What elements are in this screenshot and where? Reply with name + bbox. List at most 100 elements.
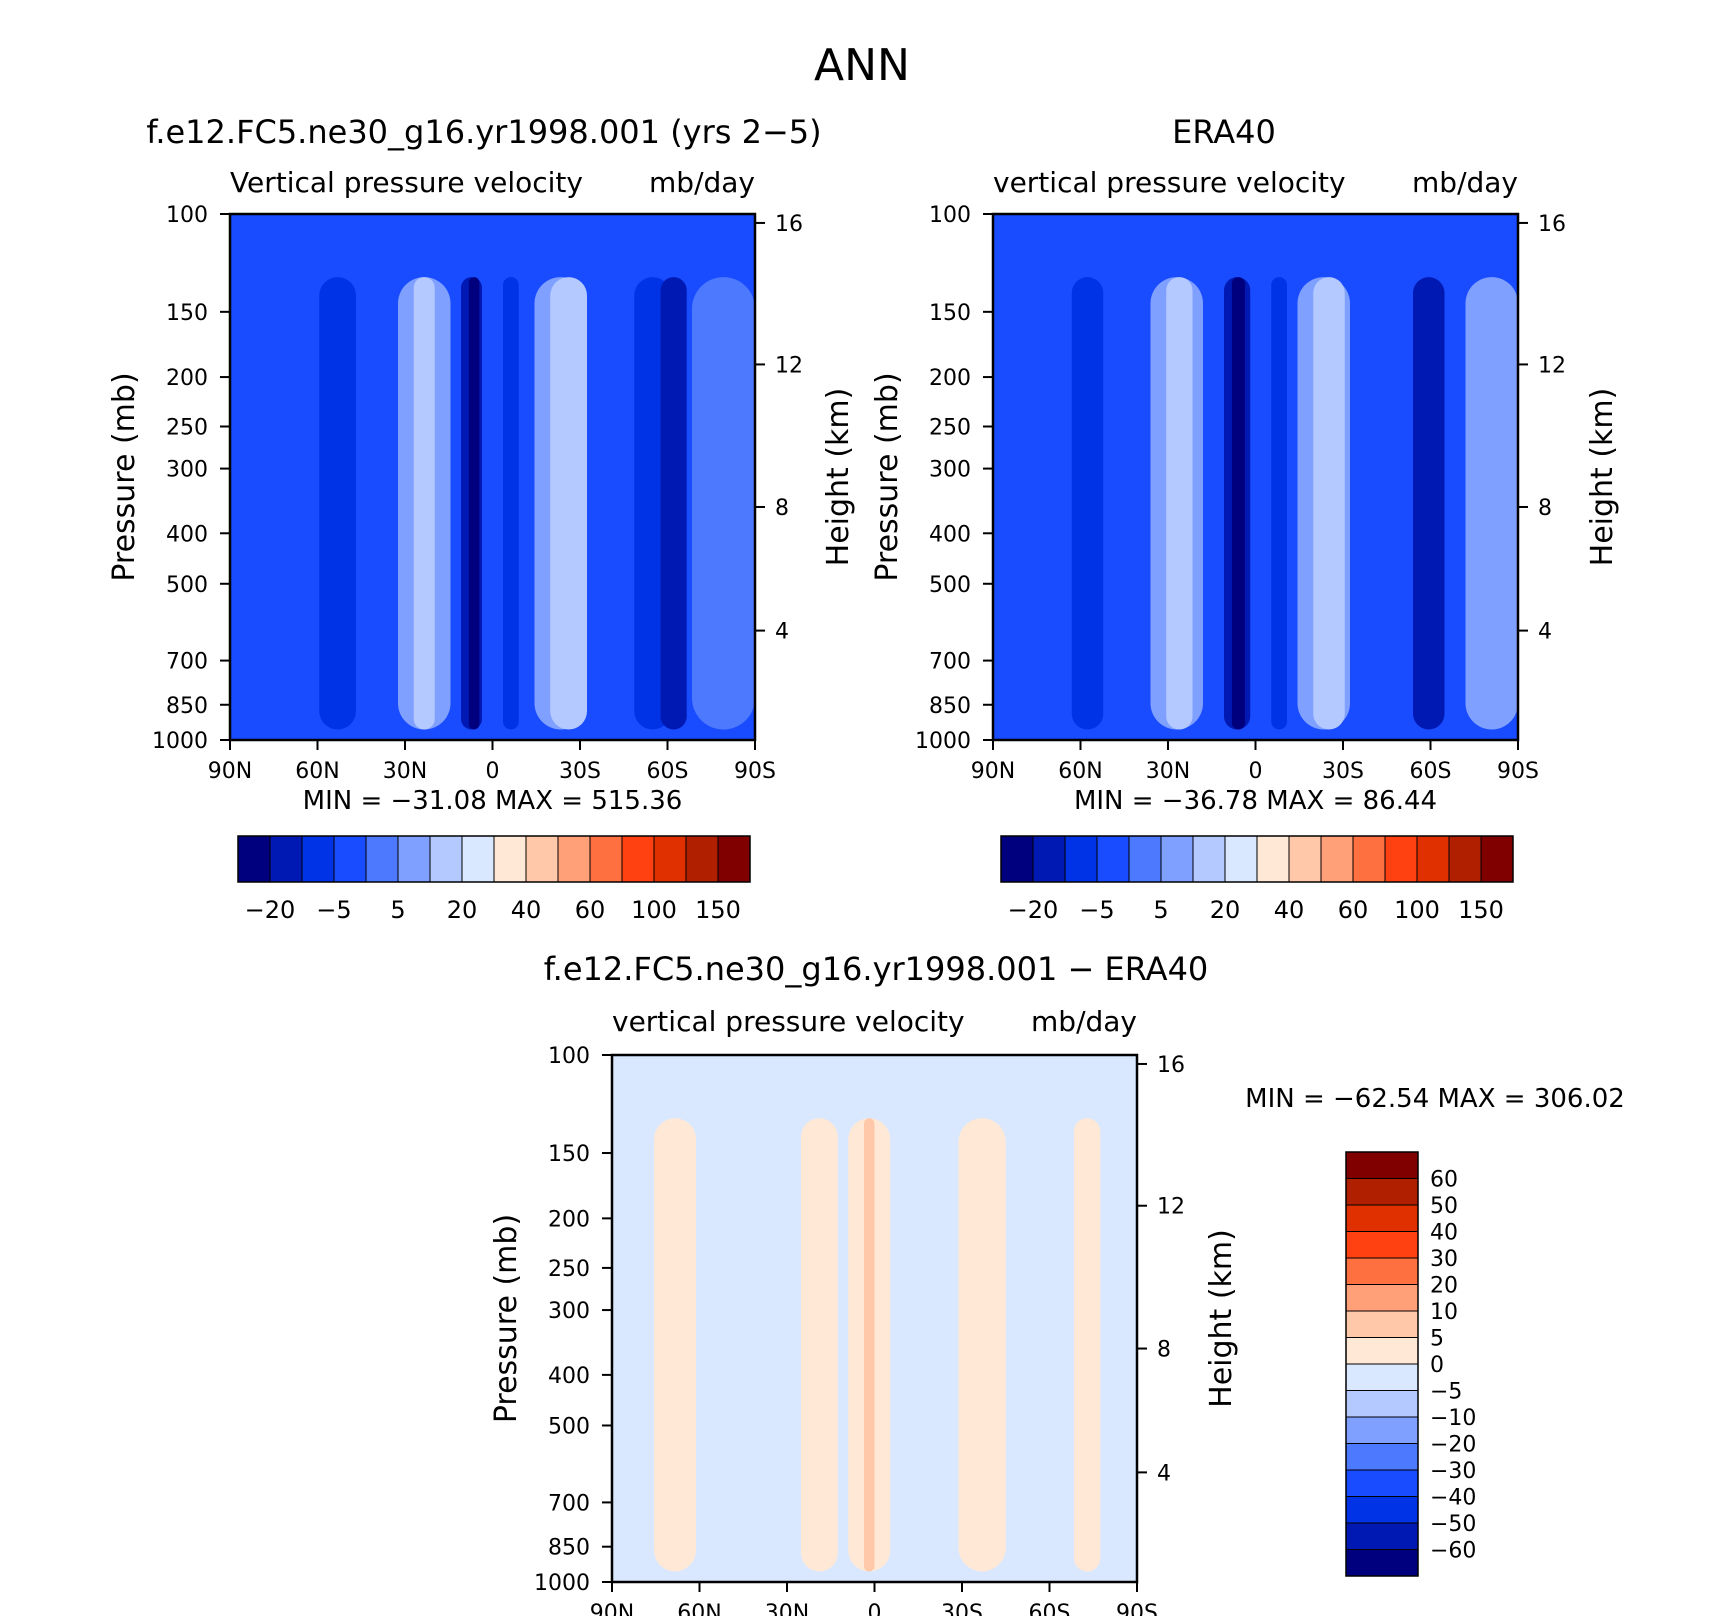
contour-band: [654, 1118, 696, 1572]
x-tick-label: 0: [1249, 759, 1263, 784]
colorbar-box: [397, 835, 431, 883]
colorbar-box: [429, 835, 463, 883]
panel-subtitle: vertical pressure velocity: [612, 1005, 965, 1038]
y-tick-label: 1000: [152, 729, 208, 754]
colorbar-box: [1320, 835, 1354, 883]
panel-subtitle: vertical pressure velocity: [993, 166, 1346, 199]
colorbar-box: [1288, 835, 1322, 883]
colorbar-tick-label: 5: [1430, 1327, 1444, 1352]
y2-tick-label: 4: [1538, 620, 1552, 645]
y-tick-label: 150: [929, 301, 971, 326]
y2-tick-label: 8: [1157, 1338, 1171, 1363]
colorbar-tick-label: 40: [1274, 896, 1305, 924]
min-max-stats: MIN = −31.08 MAX = 515.36: [303, 786, 683, 816]
y-tick-label: 100: [929, 203, 971, 228]
y-tick-label: 1000: [534, 1571, 590, 1596]
y2-tick-label: 8: [775, 496, 789, 521]
y-tick-label: 400: [929, 522, 971, 547]
colorbar-frame: [237, 835, 751, 883]
contour-band: [958, 1118, 1006, 1572]
x-tick-label: 90S: [1116, 1601, 1158, 1616]
x-tick-label: 30N: [383, 759, 427, 784]
x-tick-label: 30S: [1322, 759, 1364, 784]
y-tick-label: 700: [166, 650, 208, 675]
min-max-stats: MIN = −62.54 MAX = 306.02: [1245, 1084, 1625, 1114]
y2-axis-label: Height (km): [1204, 1229, 1239, 1408]
y2-tick-label: 12: [1538, 353, 1566, 378]
y-tick-label: 100: [166, 203, 208, 228]
colorbar-box: [653, 835, 687, 883]
x-tick-label: 0: [486, 759, 500, 784]
y2-axis-label: Height (km): [1585, 388, 1620, 567]
y-tick-label: 500: [548, 1414, 590, 1439]
colorbar-box: [621, 835, 655, 883]
y2-tick-label: 12: [775, 353, 803, 378]
colorbar-tick-label: −60: [1430, 1539, 1476, 1564]
x-tick-label: 30N: [1146, 759, 1190, 784]
colorbar-box: [1160, 835, 1194, 883]
colorbar-tick-label: 20: [1210, 896, 1241, 924]
colorbar-box: [1128, 835, 1162, 883]
panel-units: mb/day: [1412, 166, 1518, 199]
colorbar-box: [1416, 835, 1450, 883]
x-tick-label: 60N: [1058, 759, 1102, 784]
y2-axis-label: Height (km): [821, 388, 856, 567]
colorbar-box: [1345, 1284, 1419, 1312]
y-tick-label: 200: [548, 1207, 590, 1232]
colorbar-box: [493, 835, 527, 883]
contour-band: [1465, 277, 1518, 730]
y-tick-label: 100: [548, 1044, 590, 1069]
min-max-stats: MIN = −36.78 MAX = 86.44: [1074, 786, 1437, 816]
colorbar-tick-label: 20: [447, 896, 478, 924]
x-tick-label: 60S: [1029, 1601, 1071, 1616]
contour-band: [1271, 277, 1287, 730]
colorbar-box: [1192, 835, 1226, 883]
contour-band: [319, 277, 356, 730]
contour-band: [864, 1118, 875, 1572]
contour-band: [503, 277, 519, 730]
y-tick-label: 850: [166, 694, 208, 719]
y-tick-label: 200: [929, 366, 971, 391]
colorbar-box: [1345, 1443, 1419, 1471]
y2-tick-label: 16: [775, 212, 803, 237]
plot-area: [993, 214, 1518, 740]
x-tick-label: 90N: [208, 759, 252, 784]
colorbar-box: [1064, 835, 1098, 883]
y-tick-label: 1000: [915, 729, 971, 754]
x-tick-label: 90N: [971, 759, 1015, 784]
colorbar-box: [1345, 1337, 1419, 1365]
contour-band: [1231, 277, 1245, 730]
colorbar-box: [301, 835, 335, 883]
colorbar-tick-label: 100: [631, 896, 677, 924]
y-tick-label: 300: [548, 1299, 590, 1324]
y2-tick-label: 8: [1538, 496, 1552, 521]
colorbar-tick-label: −5: [1430, 1380, 1462, 1405]
y2-tick-label: 16: [1538, 212, 1566, 237]
colorbar-box: [1345, 1522, 1419, 1550]
x-tick-label: 60S: [1410, 759, 1452, 784]
colorbar-box: [1345, 1363, 1419, 1391]
panel-subtitle: Vertical pressure velocity: [230, 166, 583, 199]
contour-band: [1074, 1118, 1101, 1572]
panel-units: mb/day: [649, 166, 755, 199]
contour-band: [550, 277, 587, 730]
colorbar-tick-label: 30: [1430, 1247, 1458, 1272]
colorbar-box: [1345, 1257, 1419, 1285]
colorbar-box: [1256, 835, 1290, 883]
colorbar-box: [1384, 835, 1418, 883]
colorbar-tick-label: 100: [1394, 896, 1440, 924]
colorbar-box: [1000, 835, 1034, 883]
colorbar-tick-label: 5: [1153, 896, 1168, 924]
colorbar-box: [365, 835, 399, 883]
colorbar-tick-label: 60: [1430, 1168, 1458, 1193]
plot-area: [612, 1055, 1137, 1582]
x-tick-label: 90S: [1497, 759, 1539, 784]
contour-band: [1166, 277, 1193, 730]
colorbar-tick-label: 10: [1430, 1300, 1458, 1325]
page-title: ANN: [814, 40, 910, 91]
colorbar-box: [525, 835, 559, 883]
colorbar-box: [1096, 835, 1130, 883]
contour-band: [692, 277, 755, 730]
